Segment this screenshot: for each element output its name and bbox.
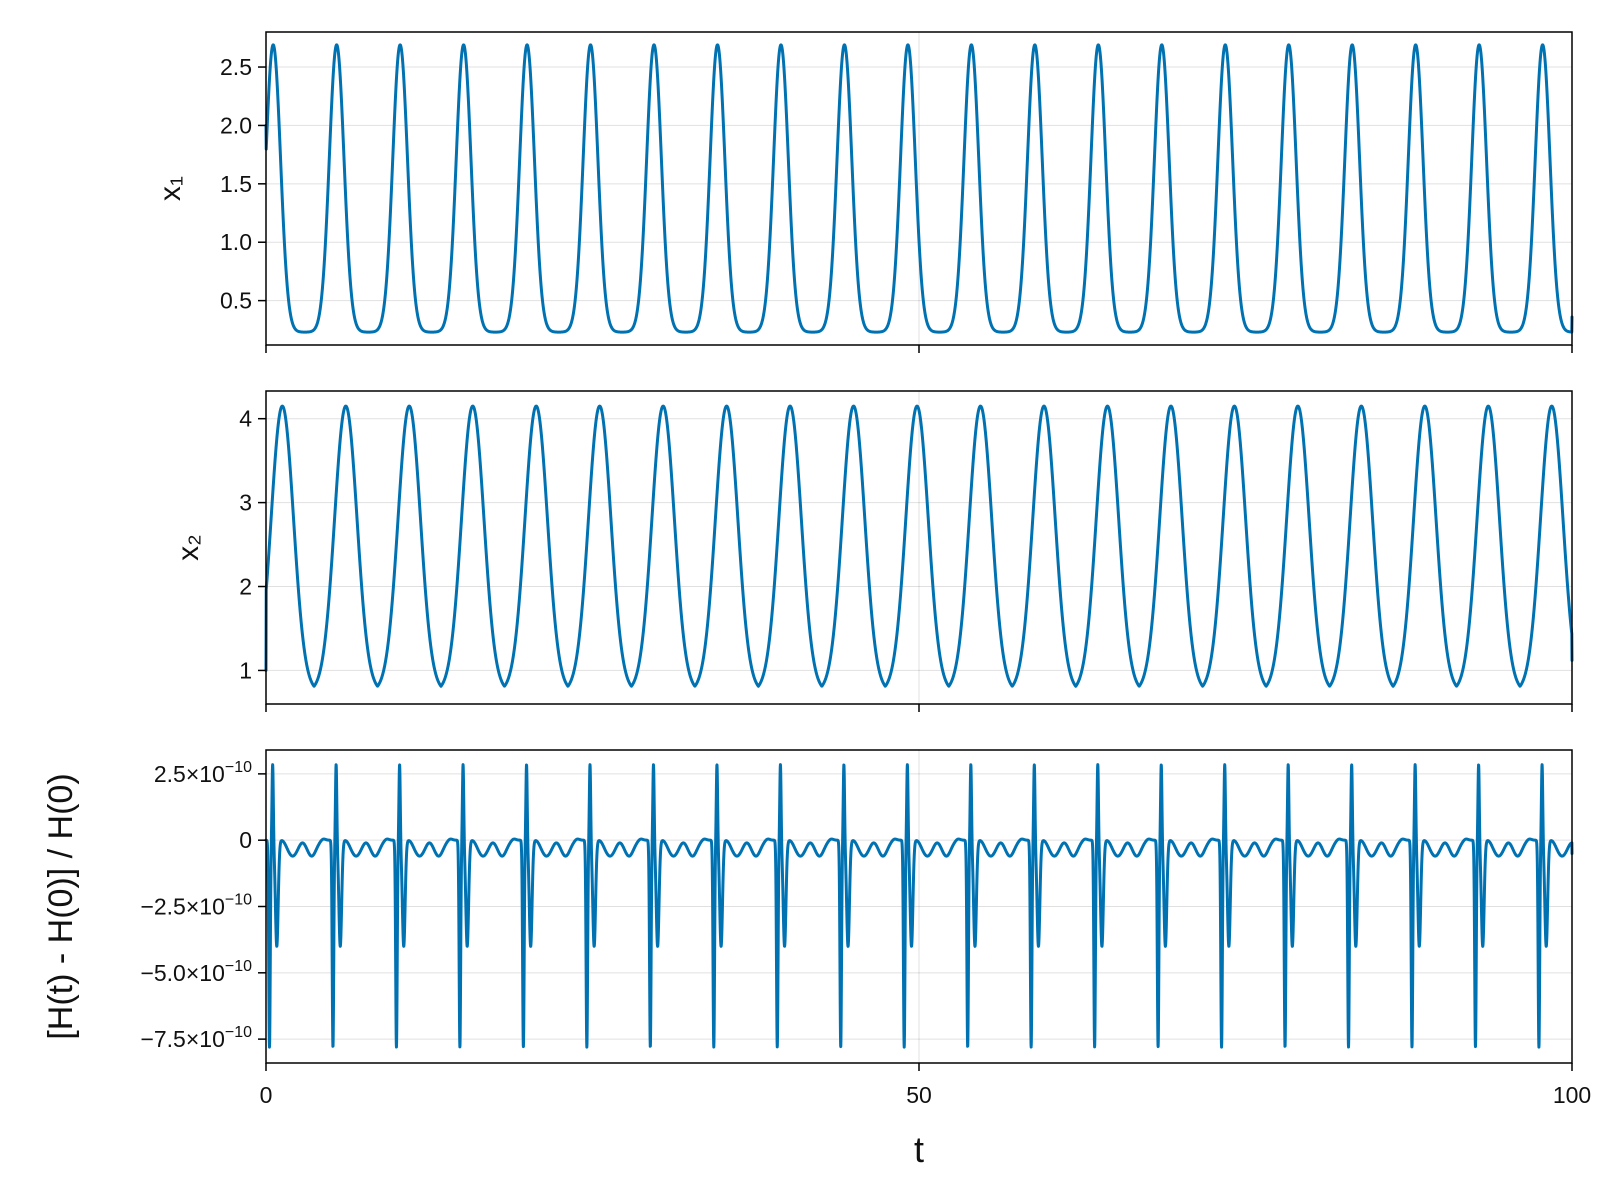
y-tick-label-1: 1.0 [220,229,252,255]
y-tick-exponent-1: −10 [225,958,252,975]
y-axis-label-energy-error: [H(t) - H(0)] / H(0) [42,773,80,1039]
y-tick-label-0: −7.5×10−10 [140,1024,252,1052]
y-axis-label-x1: x₁ [154,176,187,201]
y-tick-label-3: 4 [239,406,252,432]
y-tick-label-0: 1 [239,657,252,683]
y-tick-label-2: 3 [239,490,252,516]
panel-x2: 1 2 3 4 x₂ [172,390,1574,712]
panel-x1: 0.5 1.0 1.5 2.0 2.5 x₁ [154,31,1574,353]
panel-energy-error: −7.5×10−10−5.0×10−10−2.5×10−1002.5×10−10… [42,749,1591,1108]
grid-x2 [265,391,1573,704]
ticks-x1: 0.5 1.0 1.5 2.0 2.5 [220,54,1573,353]
ticks-energy-error: −7.5×10−10−5.0×10−10−2.5×10−1002.5×10−10… [140,759,1591,1108]
x-tick-label-1: 50 [906,1082,932,1108]
y-tick-label-1: −5.0×10−10 [140,958,252,986]
y-tick-mantissa-4: 2.5×10 [154,761,225,787]
y-tick-exponent-2: −10 [225,892,252,909]
line-energy-error [264,763,1574,1049]
x-tick-label-2: 100 [1553,1082,1591,1108]
grid-x1 [265,32,1573,345]
y-axis-label-x2: x₂ [172,534,205,561]
y-tick-mantissa-3: 0 [239,827,252,853]
line-x2 [264,404,1574,688]
y-tick-mantissa-1: −5.0×10 [140,960,224,986]
y-tick-mantissa-0: −7.5×10 [140,1026,224,1052]
y-tick-exponent-4: −10 [225,759,252,776]
y-tick-exponent-0: −10 [225,1024,252,1041]
line-x1 [264,43,1574,334]
x-axis-label: t [914,1129,924,1170]
y-tick-mantissa-2: −2.5×10 [140,894,224,920]
y-tick-label-4: 2.5×10−10 [154,759,252,787]
y-tick-label-2: −2.5×10−10 [140,892,252,920]
y-tick-label-3: 2.0 [220,112,252,138]
y-tick-label-2: 1.5 [220,171,252,197]
y-tick-label-4: 2.5 [220,54,252,80]
y-tick-label-3: 0 [239,827,252,853]
y-tick-label-1: 2 [239,574,252,600]
y-tick-label-0: 0.5 [220,288,252,314]
ticks-x2: 1 2 3 4 [239,406,1573,712]
x-tick-label-0: 0 [260,1082,273,1108]
